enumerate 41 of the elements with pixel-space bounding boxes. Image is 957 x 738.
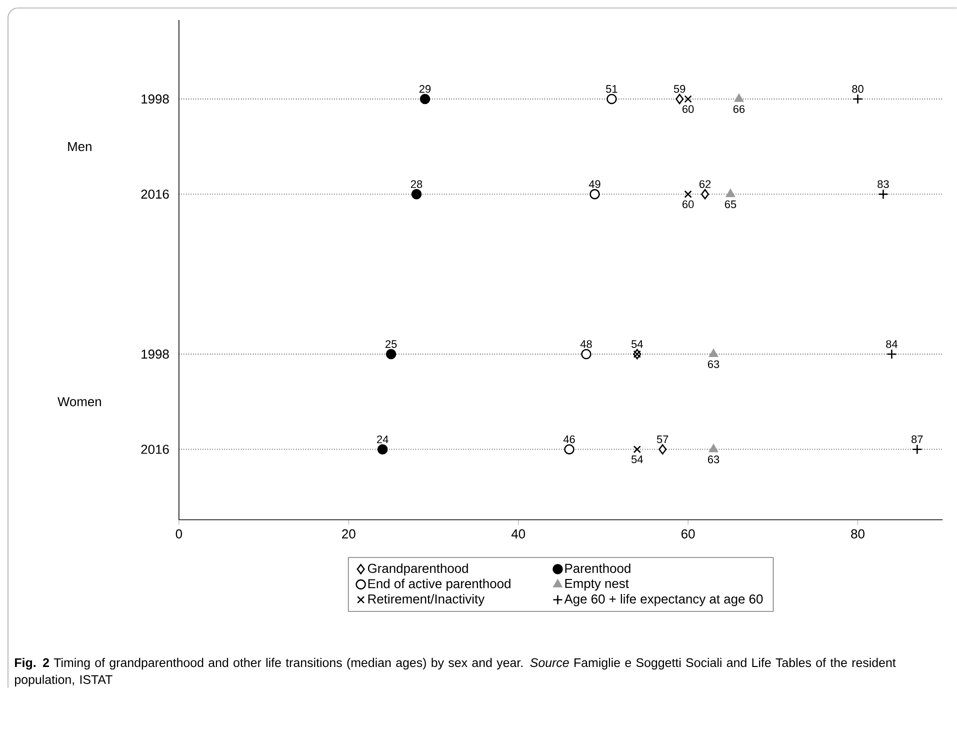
text: Fig. 2 Timing of grandparenthood and other life transitions (median ages) by sex and year. Source Famiglie e Soggetti Sociali and Life Tables of the resident population, ISTAT <box>14 658 896 687</box>
x-tick-label: 80 <box>851 529 864 539</box>
x-tick-label: 40 <box>511 529 526 539</box>
legend-label: Grandparenthood <box>368 564 468 576</box>
y-tick-label: 2016 <box>141 190 169 199</box>
data-label: 60 <box>682 105 694 114</box>
data-label: 54 <box>631 340 643 348</box>
y-tick-label: 2016 <box>141 444 169 454</box>
data-label: 28 <box>410 180 422 188</box>
data-label: 65 <box>724 200 736 208</box>
data-label: 84 <box>886 340 898 348</box>
legend-label: End of active parenthood <box>368 578 510 591</box>
data-label: 63 <box>708 360 720 368</box>
data-label: 87 <box>912 436 923 444</box>
data-label: 25 <box>386 340 397 348</box>
data-label: 60 <box>682 200 694 208</box>
x-tick-label: 60 <box>682 529 695 539</box>
y-tick-label: 1998 <box>142 94 169 104</box>
data-label: 63 <box>708 456 720 464</box>
legend-label: Parenthood <box>565 564 630 574</box>
x-tick-label: 0 <box>176 529 182 539</box>
data-label: 48 <box>580 340 592 348</box>
data-label: 62 <box>699 180 711 188</box>
data-label: 83 <box>878 180 889 188</box>
text: Women <box>58 397 101 406</box>
data-label: 46 <box>563 436 575 444</box>
text: Men <box>68 142 92 152</box>
data-label: 57 <box>656 436 668 444</box>
data-label: 51 <box>606 85 618 93</box>
legend-label: Age 60 + life expectancy at age 60 <box>564 594 763 606</box>
data-label: 49 <box>588 180 600 188</box>
data-label: 54 <box>631 456 643 464</box>
data-label: 80 <box>852 85 864 93</box>
data-label: 59 <box>674 85 686 93</box>
data-label: 66 <box>733 105 745 114</box>
y-tick-label: 1998 <box>142 350 169 359</box>
data-label: 24 <box>377 436 388 444</box>
data-label: 29 <box>419 85 431 93</box>
legend-label: Retirement/Inactivity <box>368 594 485 606</box>
x-tick-label: 20 <box>342 529 356 539</box>
legend-label: Empty nest <box>565 579 629 591</box>
